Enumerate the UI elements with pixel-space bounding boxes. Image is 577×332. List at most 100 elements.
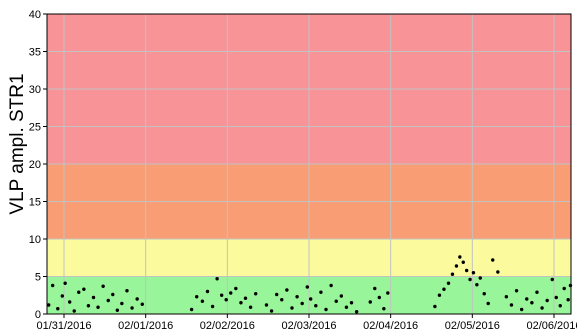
data-point xyxy=(334,299,338,303)
data-point xyxy=(111,292,115,297)
data-point xyxy=(562,286,566,291)
data-point xyxy=(519,307,524,312)
y-tick-label: 15 xyxy=(29,197,41,209)
data-point xyxy=(264,303,269,307)
data-point xyxy=(491,258,495,262)
data-point xyxy=(120,301,124,306)
x-tick-label: 02/04/2016 xyxy=(363,320,418,332)
data-point xyxy=(239,301,243,305)
data-point xyxy=(504,295,509,299)
data-point xyxy=(67,300,72,304)
y-axis-label: VLP ampl. STR1 xyxy=(7,73,28,214)
y-tick-label: 0 xyxy=(35,309,41,321)
data-point xyxy=(324,307,328,312)
y-axis-ticks: 0 5 10 15 20 25 30 35 40 xyxy=(29,9,47,321)
data-point xyxy=(525,297,529,301)
data-point xyxy=(535,290,539,294)
data-point xyxy=(210,304,215,309)
data-point xyxy=(540,306,544,310)
data-point xyxy=(200,299,205,303)
data-point xyxy=(47,303,51,307)
data-point xyxy=(56,307,60,311)
data-point xyxy=(274,292,279,297)
x-axis-ticks: 01/31/2016 02/01/2016 02/02/2016 02/03/2016… xyxy=(36,314,577,332)
data-point xyxy=(219,293,224,297)
data-point xyxy=(82,287,86,291)
data-point xyxy=(514,289,519,293)
data-point xyxy=(77,290,81,294)
data-point xyxy=(205,289,210,294)
data-point xyxy=(248,305,253,309)
data-point xyxy=(554,295,558,300)
y-tick-label: 25 xyxy=(29,122,41,134)
data-point xyxy=(96,305,100,309)
data-point xyxy=(558,304,562,308)
data-point xyxy=(446,281,451,285)
data-point xyxy=(545,298,549,303)
data-point xyxy=(450,272,455,276)
data-point xyxy=(319,290,323,294)
data-point xyxy=(486,301,490,306)
data-point xyxy=(224,298,228,302)
data-point xyxy=(433,304,437,309)
data-point xyxy=(550,277,554,282)
data-point xyxy=(63,281,67,285)
y-tick-label: 30 xyxy=(29,84,41,96)
data-point xyxy=(189,307,194,312)
data-point xyxy=(344,305,349,309)
x-tick-label: 02/05/2016 xyxy=(445,320,500,332)
x-tick-label: 02/06/2016 xyxy=(526,320,577,332)
data-point xyxy=(314,304,318,308)
data-point xyxy=(468,277,472,282)
data-point xyxy=(464,268,469,273)
y-tick-label: 35 xyxy=(29,47,41,59)
data-point xyxy=(309,297,313,301)
data-point xyxy=(305,285,309,289)
data-point xyxy=(566,298,570,302)
data-point xyxy=(478,276,482,280)
data-point xyxy=(290,306,294,310)
data-point xyxy=(454,264,459,268)
x-tick-label: 02/02/2016 xyxy=(200,320,255,332)
data-point xyxy=(140,302,144,306)
data-point xyxy=(285,288,289,292)
x-tick-label: 01/31/2016 xyxy=(36,320,91,332)
data-point xyxy=(471,271,476,275)
data-point xyxy=(253,292,258,296)
y-tick-label: 20 xyxy=(29,159,41,171)
data-point xyxy=(101,284,105,288)
data-point xyxy=(509,303,514,307)
data-point xyxy=(382,307,386,311)
data-point xyxy=(461,260,465,264)
data-point xyxy=(437,293,442,297)
data-point xyxy=(530,301,534,305)
data-point xyxy=(125,289,129,293)
data-point xyxy=(386,291,390,295)
y-tick-label: 5 xyxy=(35,272,41,284)
x-tick-label: 02/01/2016 xyxy=(118,320,173,332)
data-point xyxy=(329,283,333,288)
data-point xyxy=(234,286,238,291)
data-point xyxy=(106,298,110,303)
data-point xyxy=(496,270,500,274)
data-point xyxy=(300,301,304,306)
data-point xyxy=(373,286,377,291)
data-point xyxy=(475,283,479,287)
data-point xyxy=(368,300,372,304)
data-point xyxy=(115,308,120,312)
data-point xyxy=(458,255,462,259)
data-point xyxy=(280,298,284,302)
data-point xyxy=(50,283,55,288)
data-point xyxy=(482,292,486,296)
data-point xyxy=(568,283,573,288)
data-point xyxy=(195,295,199,299)
data-point xyxy=(349,301,354,305)
data-point xyxy=(130,306,134,310)
data-point xyxy=(442,287,446,291)
data-point xyxy=(135,297,139,301)
y-tick-label: 10 xyxy=(29,234,41,246)
data-point xyxy=(215,277,219,281)
data-point xyxy=(377,295,382,300)
data-point xyxy=(354,310,359,314)
